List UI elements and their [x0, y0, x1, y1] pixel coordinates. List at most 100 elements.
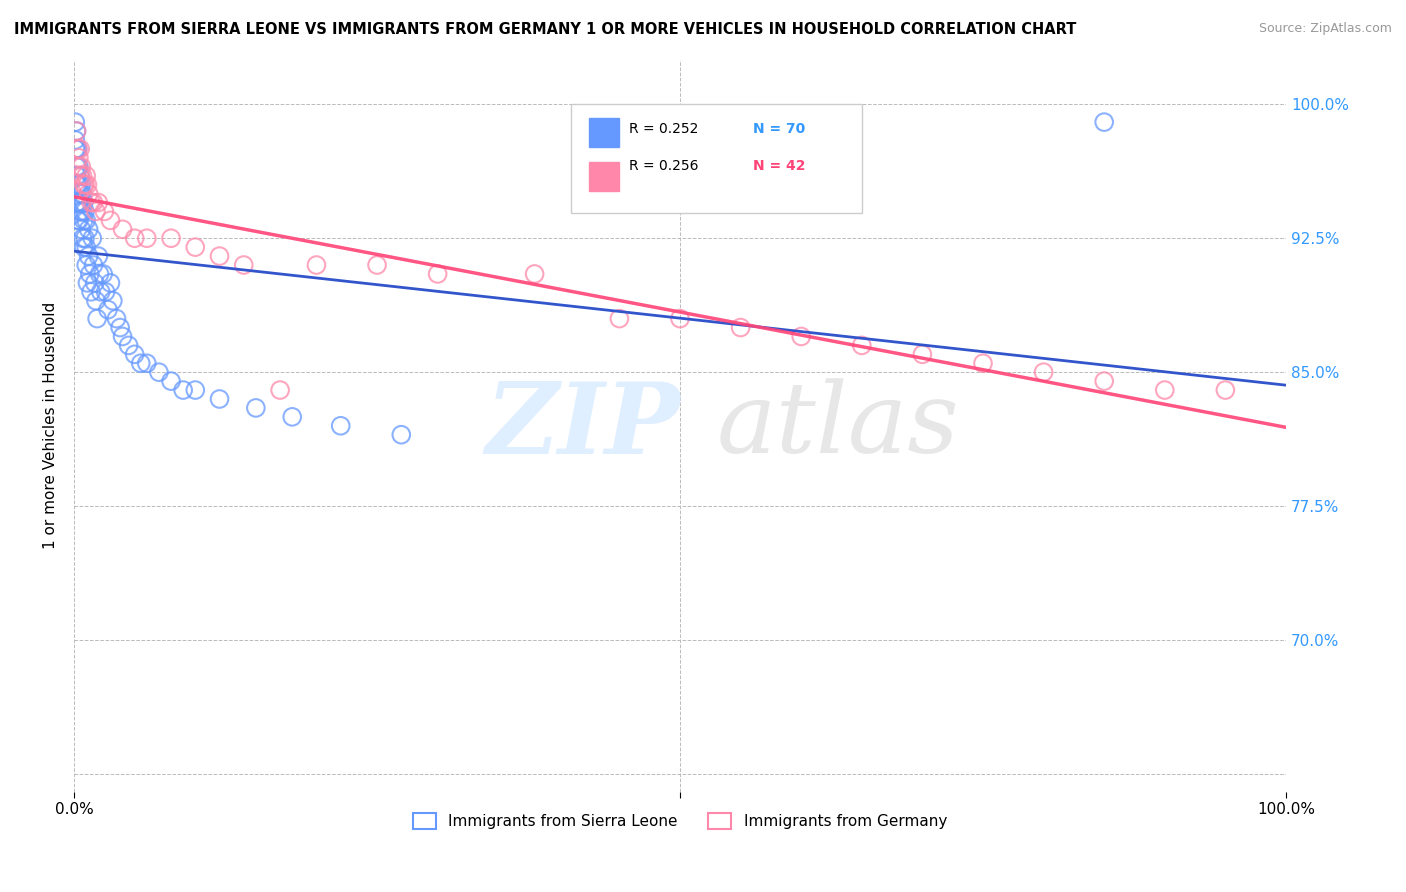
Point	[75, 240, 97, 254]
Point	[609, 311, 631, 326]
Point	[100, 213, 122, 227]
Text: N = 42: N = 42	[752, 159, 806, 173]
Point	[66, 160, 89, 174]
Point	[94, 285, 117, 299]
Point	[82, 195, 104, 210]
Point	[1032, 365, 1054, 379]
Point	[75, 258, 97, 272]
Point	[117, 338, 139, 352]
Point	[73, 231, 96, 245]
Point	[366, 258, 388, 272]
Point	[73, 240, 96, 254]
Point	[70, 178, 93, 192]
FancyBboxPatch shape	[589, 162, 620, 192]
Point	[87, 249, 110, 263]
Point	[66, 213, 89, 227]
Point	[124, 347, 146, 361]
Text: R = 0.252: R = 0.252	[628, 122, 699, 136]
Point	[329, 418, 352, 433]
Text: Source: ZipAtlas.com: Source: ZipAtlas.com	[1258, 22, 1392, 36]
Point	[75, 169, 97, 183]
Point	[70, 160, 93, 174]
Point	[108, 320, 131, 334]
Point	[972, 356, 994, 370]
Point	[148, 365, 170, 379]
FancyBboxPatch shape	[571, 103, 862, 213]
Point	[76, 276, 98, 290]
Legend: Immigrants from Sierra Leone, Immigrants from Germany: Immigrants from Sierra Leone, Immigrants…	[408, 807, 953, 836]
Point	[160, 374, 183, 388]
Point	[65, 160, 87, 174]
Point	[1215, 383, 1237, 397]
Point	[208, 249, 231, 263]
Point	[124, 231, 146, 245]
Point	[84, 293, 107, 308]
Point	[160, 231, 183, 245]
Point	[281, 409, 304, 424]
Point	[73, 195, 96, 210]
Point	[67, 178, 90, 192]
Point	[911, 347, 934, 361]
Point	[65, 115, 87, 129]
Point	[72, 204, 94, 219]
Point	[105, 311, 128, 326]
Point	[72, 169, 94, 183]
Point	[93, 204, 115, 219]
Point	[70, 222, 93, 236]
Point	[69, 142, 91, 156]
Point	[790, 329, 813, 343]
Point	[72, 231, 94, 245]
Text: atlas: atlas	[716, 378, 959, 474]
Point	[184, 240, 207, 254]
Point	[100, 276, 122, 290]
Point	[66, 178, 89, 192]
Point	[69, 169, 91, 183]
Text: R = 0.256: R = 0.256	[628, 159, 699, 173]
Point	[90, 285, 112, 299]
Point	[79, 267, 101, 281]
Point	[245, 401, 267, 415]
Point	[232, 258, 254, 272]
Point	[76, 178, 98, 192]
Point	[66, 160, 89, 174]
Point	[65, 142, 87, 156]
Point	[67, 195, 90, 210]
Point	[69, 186, 91, 201]
Point	[66, 142, 89, 156]
Point	[172, 383, 194, 397]
Point	[75, 213, 97, 227]
Point	[426, 267, 449, 281]
Point	[69, 169, 91, 183]
Point	[72, 186, 94, 201]
Point	[83, 276, 105, 290]
Point	[86, 311, 108, 326]
Point	[77, 222, 100, 236]
Point	[101, 293, 124, 308]
Point	[65, 178, 87, 192]
Text: IMMIGRANTS FROM SIERRA LEONE VS IMMIGRANTS FROM GERMANY 1 OR MORE VEHICLES IN HO: IMMIGRANTS FROM SIERRA LEONE VS IMMIGRAN…	[14, 22, 1077, 37]
Point	[1092, 374, 1115, 388]
Point	[87, 195, 110, 210]
Point	[70, 195, 93, 210]
Point	[65, 124, 87, 138]
Point	[65, 169, 87, 183]
Point	[77, 186, 100, 201]
Point	[97, 302, 120, 317]
Text: ZIP: ZIP	[485, 377, 681, 474]
Point	[208, 392, 231, 406]
Point	[67, 151, 90, 165]
Point	[67, 213, 90, 227]
Point	[82, 231, 104, 245]
Point	[73, 213, 96, 227]
Point	[523, 267, 546, 281]
Point	[65, 124, 87, 138]
Point	[111, 329, 134, 343]
Point	[91, 267, 114, 281]
Point	[73, 178, 96, 192]
Point	[730, 320, 752, 334]
Point	[80, 285, 103, 299]
Point	[269, 383, 291, 397]
Point	[1153, 383, 1175, 397]
Y-axis label: 1 or more Vehicles in Household: 1 or more Vehicles in Household	[44, 302, 58, 549]
FancyBboxPatch shape	[589, 118, 620, 147]
